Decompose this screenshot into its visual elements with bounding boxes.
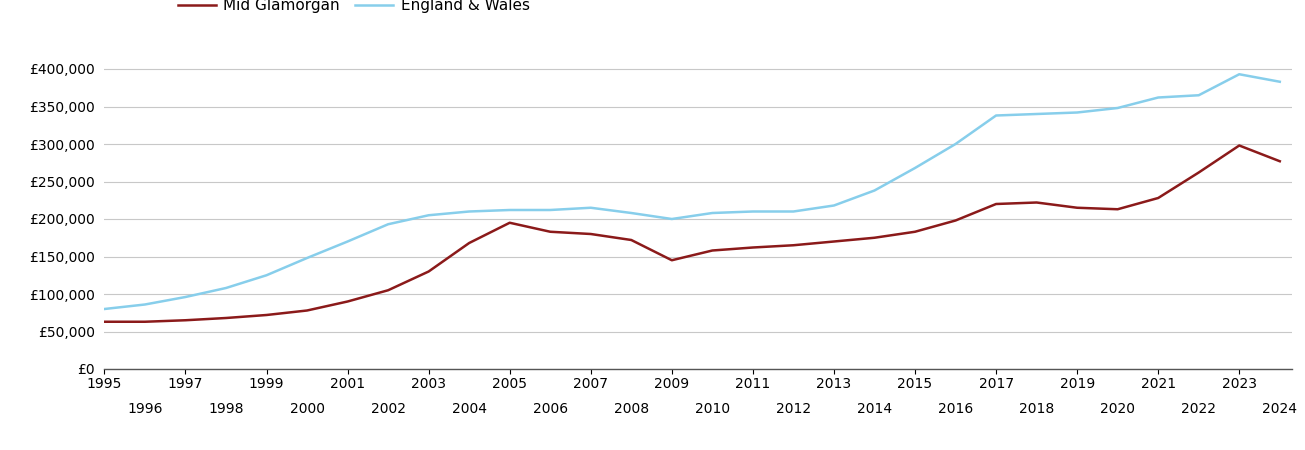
England & Wales — [1191, 93, 1207, 98]
England & Wales — [745, 209, 761, 214]
England & Wales — [299, 255, 315, 261]
England & Wales — [786, 209, 801, 214]
England & Wales — [826, 203, 842, 208]
Mid Glamorgan — [1109, 207, 1125, 212]
Mid Glamorgan — [664, 257, 680, 263]
Mid Glamorgan — [218, 315, 234, 321]
Mid Glamorgan — [380, 288, 395, 293]
England & Wales — [705, 210, 720, 216]
Mid Glamorgan — [502, 220, 518, 225]
England & Wales — [462, 209, 478, 214]
Mid Glamorgan — [1272, 158, 1288, 164]
England & Wales — [624, 210, 639, 216]
Mid Glamorgan — [786, 243, 801, 248]
England & Wales — [1272, 79, 1288, 85]
England & Wales — [177, 294, 193, 300]
Mid Glamorgan — [420, 269, 436, 274]
Mid Glamorgan — [177, 318, 193, 323]
Mid Glamorgan — [1069, 205, 1084, 211]
England & Wales — [867, 188, 882, 193]
Mid Glamorgan — [947, 218, 963, 223]
Mid Glamorgan — [867, 235, 882, 240]
England & Wales — [664, 216, 680, 222]
England & Wales — [1232, 72, 1248, 77]
England & Wales — [218, 285, 234, 291]
England & Wales — [97, 306, 112, 312]
Legend: Mid Glamorgan, England & Wales: Mid Glamorgan, England & Wales — [171, 0, 536, 19]
Mid Glamorgan — [339, 299, 355, 304]
England & Wales — [1069, 110, 1084, 115]
Mid Glamorgan — [907, 229, 923, 234]
Mid Glamorgan — [97, 319, 112, 324]
England & Wales — [420, 212, 436, 218]
England & Wales — [380, 221, 395, 227]
England & Wales — [583, 205, 599, 211]
England & Wales — [907, 165, 923, 171]
Mid Glamorgan — [583, 231, 599, 237]
Line: England & Wales: England & Wales — [104, 74, 1280, 309]
England & Wales — [988, 113, 1004, 118]
Mid Glamorgan — [1191, 170, 1207, 175]
England & Wales — [543, 207, 559, 213]
Mid Glamorgan — [1151, 195, 1167, 201]
England & Wales — [137, 302, 153, 307]
Line: Mid Glamorgan: Mid Glamorgan — [104, 145, 1280, 322]
England & Wales — [1151, 95, 1167, 100]
Mid Glamorgan — [988, 201, 1004, 207]
Mid Glamorgan — [137, 319, 153, 324]
Mid Glamorgan — [745, 245, 761, 250]
Mid Glamorgan — [1028, 200, 1044, 205]
Mid Glamorgan — [299, 308, 315, 313]
England & Wales — [339, 239, 355, 244]
England & Wales — [1109, 105, 1125, 111]
England & Wales — [947, 141, 963, 147]
Mid Glamorgan — [826, 239, 842, 244]
Mid Glamorgan — [543, 229, 559, 234]
Mid Glamorgan — [462, 240, 478, 246]
Mid Glamorgan — [705, 248, 720, 253]
England & Wales — [502, 207, 518, 213]
Mid Glamorgan — [258, 312, 274, 318]
Mid Glamorgan — [624, 237, 639, 243]
England & Wales — [258, 273, 274, 278]
England & Wales — [1028, 111, 1044, 117]
Mid Glamorgan — [1232, 143, 1248, 148]
